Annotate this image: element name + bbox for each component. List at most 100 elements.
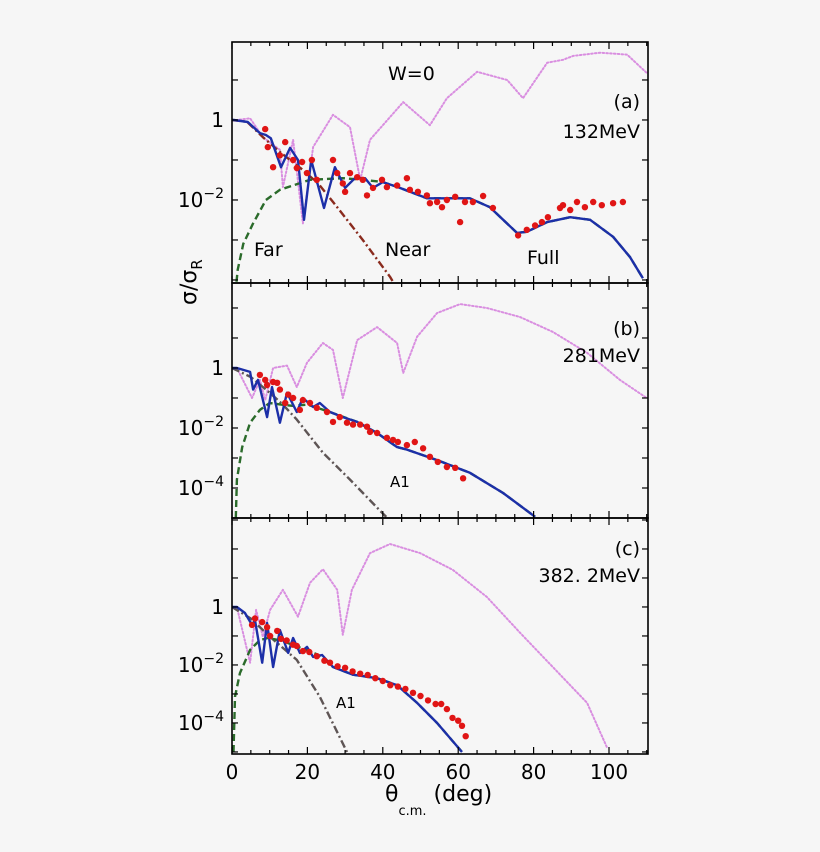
y-tick-label: 10−4 [178, 709, 224, 735]
data-point [389, 436, 397, 444]
data-point [394, 438, 402, 446]
w-0-curve [232, 51, 648, 225]
panel-c: 1 10−2 10−4 (c) 382. 2MeV A1 [178, 517, 649, 755]
y-tick-label: 10−2 [178, 414, 224, 440]
y-tick-label: 1 [211, 108, 224, 132]
data-point [313, 653, 320, 660]
data-point [306, 648, 313, 656]
y-tick-label: 10−2 [178, 651, 224, 677]
data-point [329, 418, 337, 426]
data-point [443, 196, 451, 204]
data-point [364, 671, 371, 679]
panel-a: 1 10−2 (a) 132MeV W=0 Far Near Full [178, 41, 649, 284]
data-point [544, 214, 552, 221]
annotation-full: Full [527, 247, 560, 269]
data-point [289, 156, 297, 164]
data-point [334, 663, 341, 670]
data-point [349, 668, 356, 675]
y-tick-label: 1 [211, 356, 224, 380]
data-point [296, 406, 304, 414]
data-point [449, 714, 456, 722]
data-point [567, 206, 574, 214]
data-point [438, 700, 445, 708]
data-point [459, 475, 467, 482]
data-point [619, 198, 627, 206]
data-point [423, 192, 431, 199]
data-point [489, 204, 497, 212]
data-point [432, 700, 439, 708]
x-tick-labels: 0 20 40 60 80 100 [226, 760, 628, 784]
annotation-a1: A1 [390, 473, 410, 491]
dash-dot-curve [232, 366, 390, 518]
plot-frame [231, 517, 649, 755]
data-point [458, 722, 466, 729]
data-point [379, 677, 386, 685]
data-point [262, 125, 269, 133]
data-point [394, 683, 402, 690]
panel-label: (a) [614, 91, 640, 113]
data-point [433, 198, 441, 206]
data-point [285, 391, 292, 398]
data-point [357, 670, 364, 677]
data-point [387, 682, 394, 689]
data-point [276, 386, 284, 393]
data-point [274, 627, 281, 635]
far-curve [235, 177, 644, 282]
panel-label: (b) [613, 318, 640, 340]
data-point [282, 399, 289, 407]
data-point [383, 434, 391, 441]
data-point [366, 428, 374, 436]
data-point [349, 421, 357, 428]
data-point [514, 232, 522, 239]
data-point [573, 198, 581, 206]
data-point [581, 204, 589, 211]
data-point [372, 675, 379, 682]
data-point [426, 453, 434, 460]
data-point [403, 175, 411, 182]
data-point [248, 621, 256, 629]
data-point [346, 169, 354, 177]
energy-label: 132MeV [563, 121, 640, 143]
data-point [299, 647, 307, 655]
annotation-near: Near [385, 239, 431, 261]
data-point [266, 632, 274, 640]
panel-b: 1 10−2 10−4 (b) 281MeV A1 [178, 282, 649, 519]
data-point [256, 371, 264, 379]
data-point [559, 202, 567, 209]
dotted-curve [232, 303, 648, 402]
data-point [341, 188, 349, 195]
data-point [276, 152, 284, 159]
data-point [443, 463, 451, 471]
data-point [354, 174, 361, 181]
data-point [419, 445, 427, 452]
data-point [329, 156, 337, 164]
data-point [414, 188, 422, 195]
data-point [363, 192, 371, 199]
data-point [609, 200, 617, 207]
data-point [538, 218, 546, 226]
data-point [336, 413, 343, 421]
data-point [308, 156, 316, 164]
data-point [263, 624, 271, 631]
annotation-w0: W=0 [388, 63, 435, 85]
data-point [417, 692, 424, 700]
data-point [373, 429, 381, 437]
data-point [383, 183, 391, 191]
data-point [283, 637, 290, 644]
near-curve [232, 118, 396, 283]
data-point [455, 717, 462, 724]
data-point [263, 381, 271, 389]
data-point [452, 464, 459, 471]
y-tick-label: 10−4 [178, 474, 224, 500]
data-point [461, 198, 469, 206]
data-point [369, 184, 377, 192]
data-point [251, 615, 259, 622]
data-point [424, 697, 432, 704]
data-point [406, 186, 414, 193]
annotation-a1: A1 [336, 694, 356, 712]
data-point [523, 226, 530, 233]
data-point [357, 421, 364, 428]
data-point [269, 164, 277, 171]
y-axis-title: σ/σR [177, 259, 206, 305]
